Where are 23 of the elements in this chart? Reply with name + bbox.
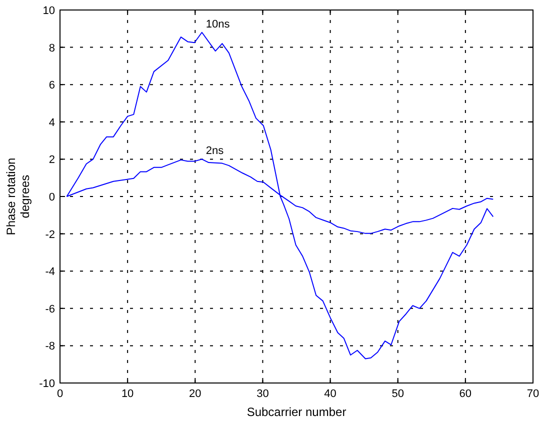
x-tick-label: 30	[256, 388, 269, 400]
y-tick-label: 6	[48, 80, 55, 92]
y-tick-label: 2	[48, 154, 55, 166]
x-tick-label: 70	[526, 388, 540, 400]
x-axis-title: Subcarrier number	[246, 405, 346, 419]
y-tick-label: 8	[48, 42, 55, 54]
y-tick-label: -6	[45, 303, 55, 316]
x-tick-label: 0	[56, 388, 64, 400]
series-label: 10ns	[206, 18, 230, 30]
y-tick-label: 10	[42, 5, 55, 17]
series-label: 2ns	[206, 145, 224, 158]
x-tick-label: 20	[189, 388, 202, 400]
y-tick-label: -2	[45, 228, 55, 241]
x-tick-label: 60	[459, 388, 472, 400]
x-tick-label: 10	[121, 388, 134, 400]
x-tick-label: 40	[324, 388, 336, 400]
y-axis-title: Phase rotation degrees	[4, 158, 32, 236]
y-tick-label: 4	[48, 116, 55, 129]
x-tick-label: 50	[392, 388, 404, 400]
y-tick-label: 0	[48, 192, 55, 204]
y-tick-label: -4	[45, 266, 55, 278]
y-tick-label: -8	[45, 340, 55, 353]
y-tick-label: -10	[39, 378, 55, 390]
